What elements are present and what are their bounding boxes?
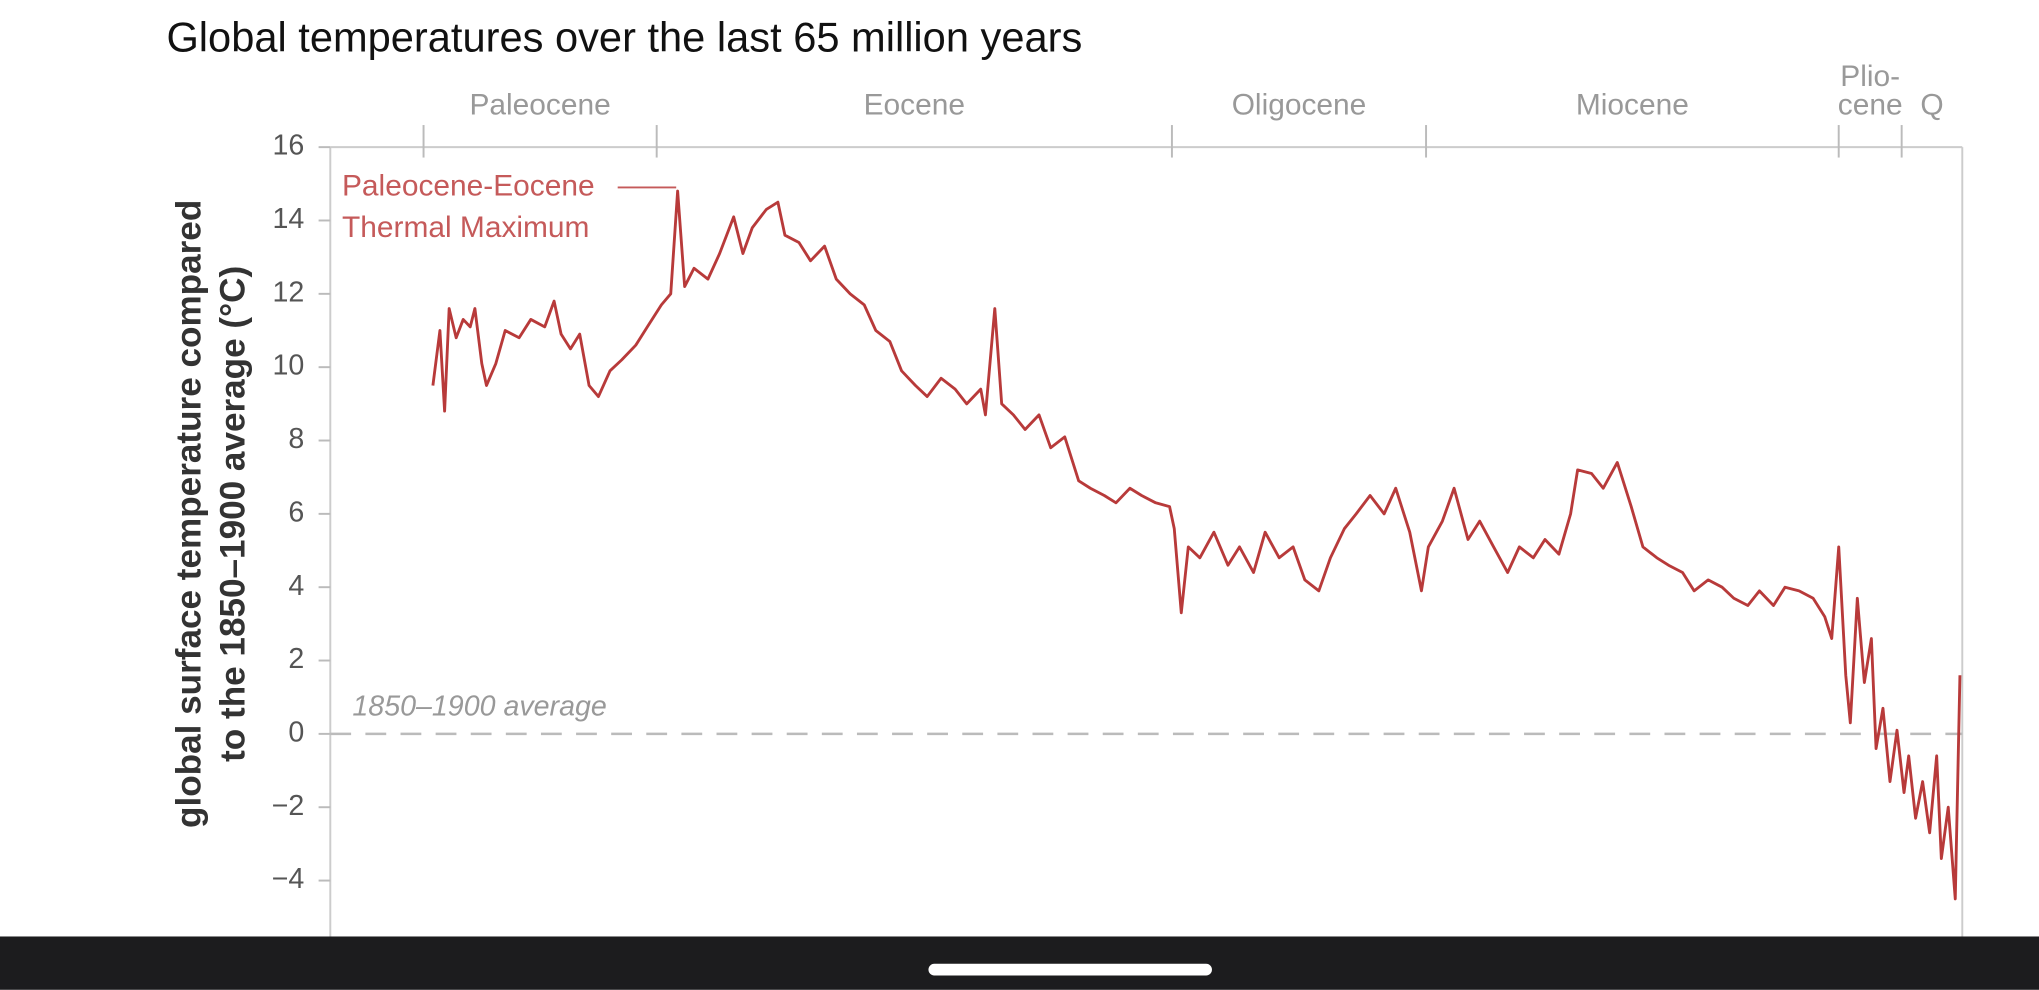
y-tick-label: 6 xyxy=(288,496,304,528)
y-tick-label: 14 xyxy=(272,203,304,235)
system-bar xyxy=(0,936,2039,990)
epoch-label: Oligocene xyxy=(1232,89,1367,122)
epoch-label: cene xyxy=(1838,89,1903,122)
y-tick-label: −4 xyxy=(272,863,305,895)
y-tick-label: −2 xyxy=(272,790,305,822)
y-tick-label: 2 xyxy=(288,643,304,675)
annotation-text: Thermal Maximum xyxy=(342,211,589,244)
y-axis-label: global surface temperature compared xyxy=(169,200,208,828)
y-tick-label: 10 xyxy=(272,350,304,382)
y-tick-label: 8 xyxy=(288,423,304,455)
y-tick-label: 16 xyxy=(272,130,304,162)
epoch-label: Plio- xyxy=(1840,60,1900,93)
chart-title: Global temperatures over the last 65 mil… xyxy=(166,14,1082,61)
temperature-line xyxy=(431,189,1962,901)
y-axis-label: to the 1850–1900 average (°C) xyxy=(214,266,253,762)
epoch-label: Paleocene xyxy=(469,89,610,122)
y-tick-label: 0 xyxy=(288,716,304,748)
annotation-text: Paleocene-Eocene xyxy=(342,169,595,202)
epoch-label: Eocene xyxy=(864,89,965,122)
home-indicator[interactable] xyxy=(928,963,1212,976)
y-tick-label: 12 xyxy=(272,276,304,308)
epoch-label: Miocene xyxy=(1576,89,1689,122)
epoch-label: Q xyxy=(1920,89,1943,122)
y-tick-label: 4 xyxy=(288,570,304,602)
reference-label: 1850–1900 average xyxy=(352,690,606,722)
